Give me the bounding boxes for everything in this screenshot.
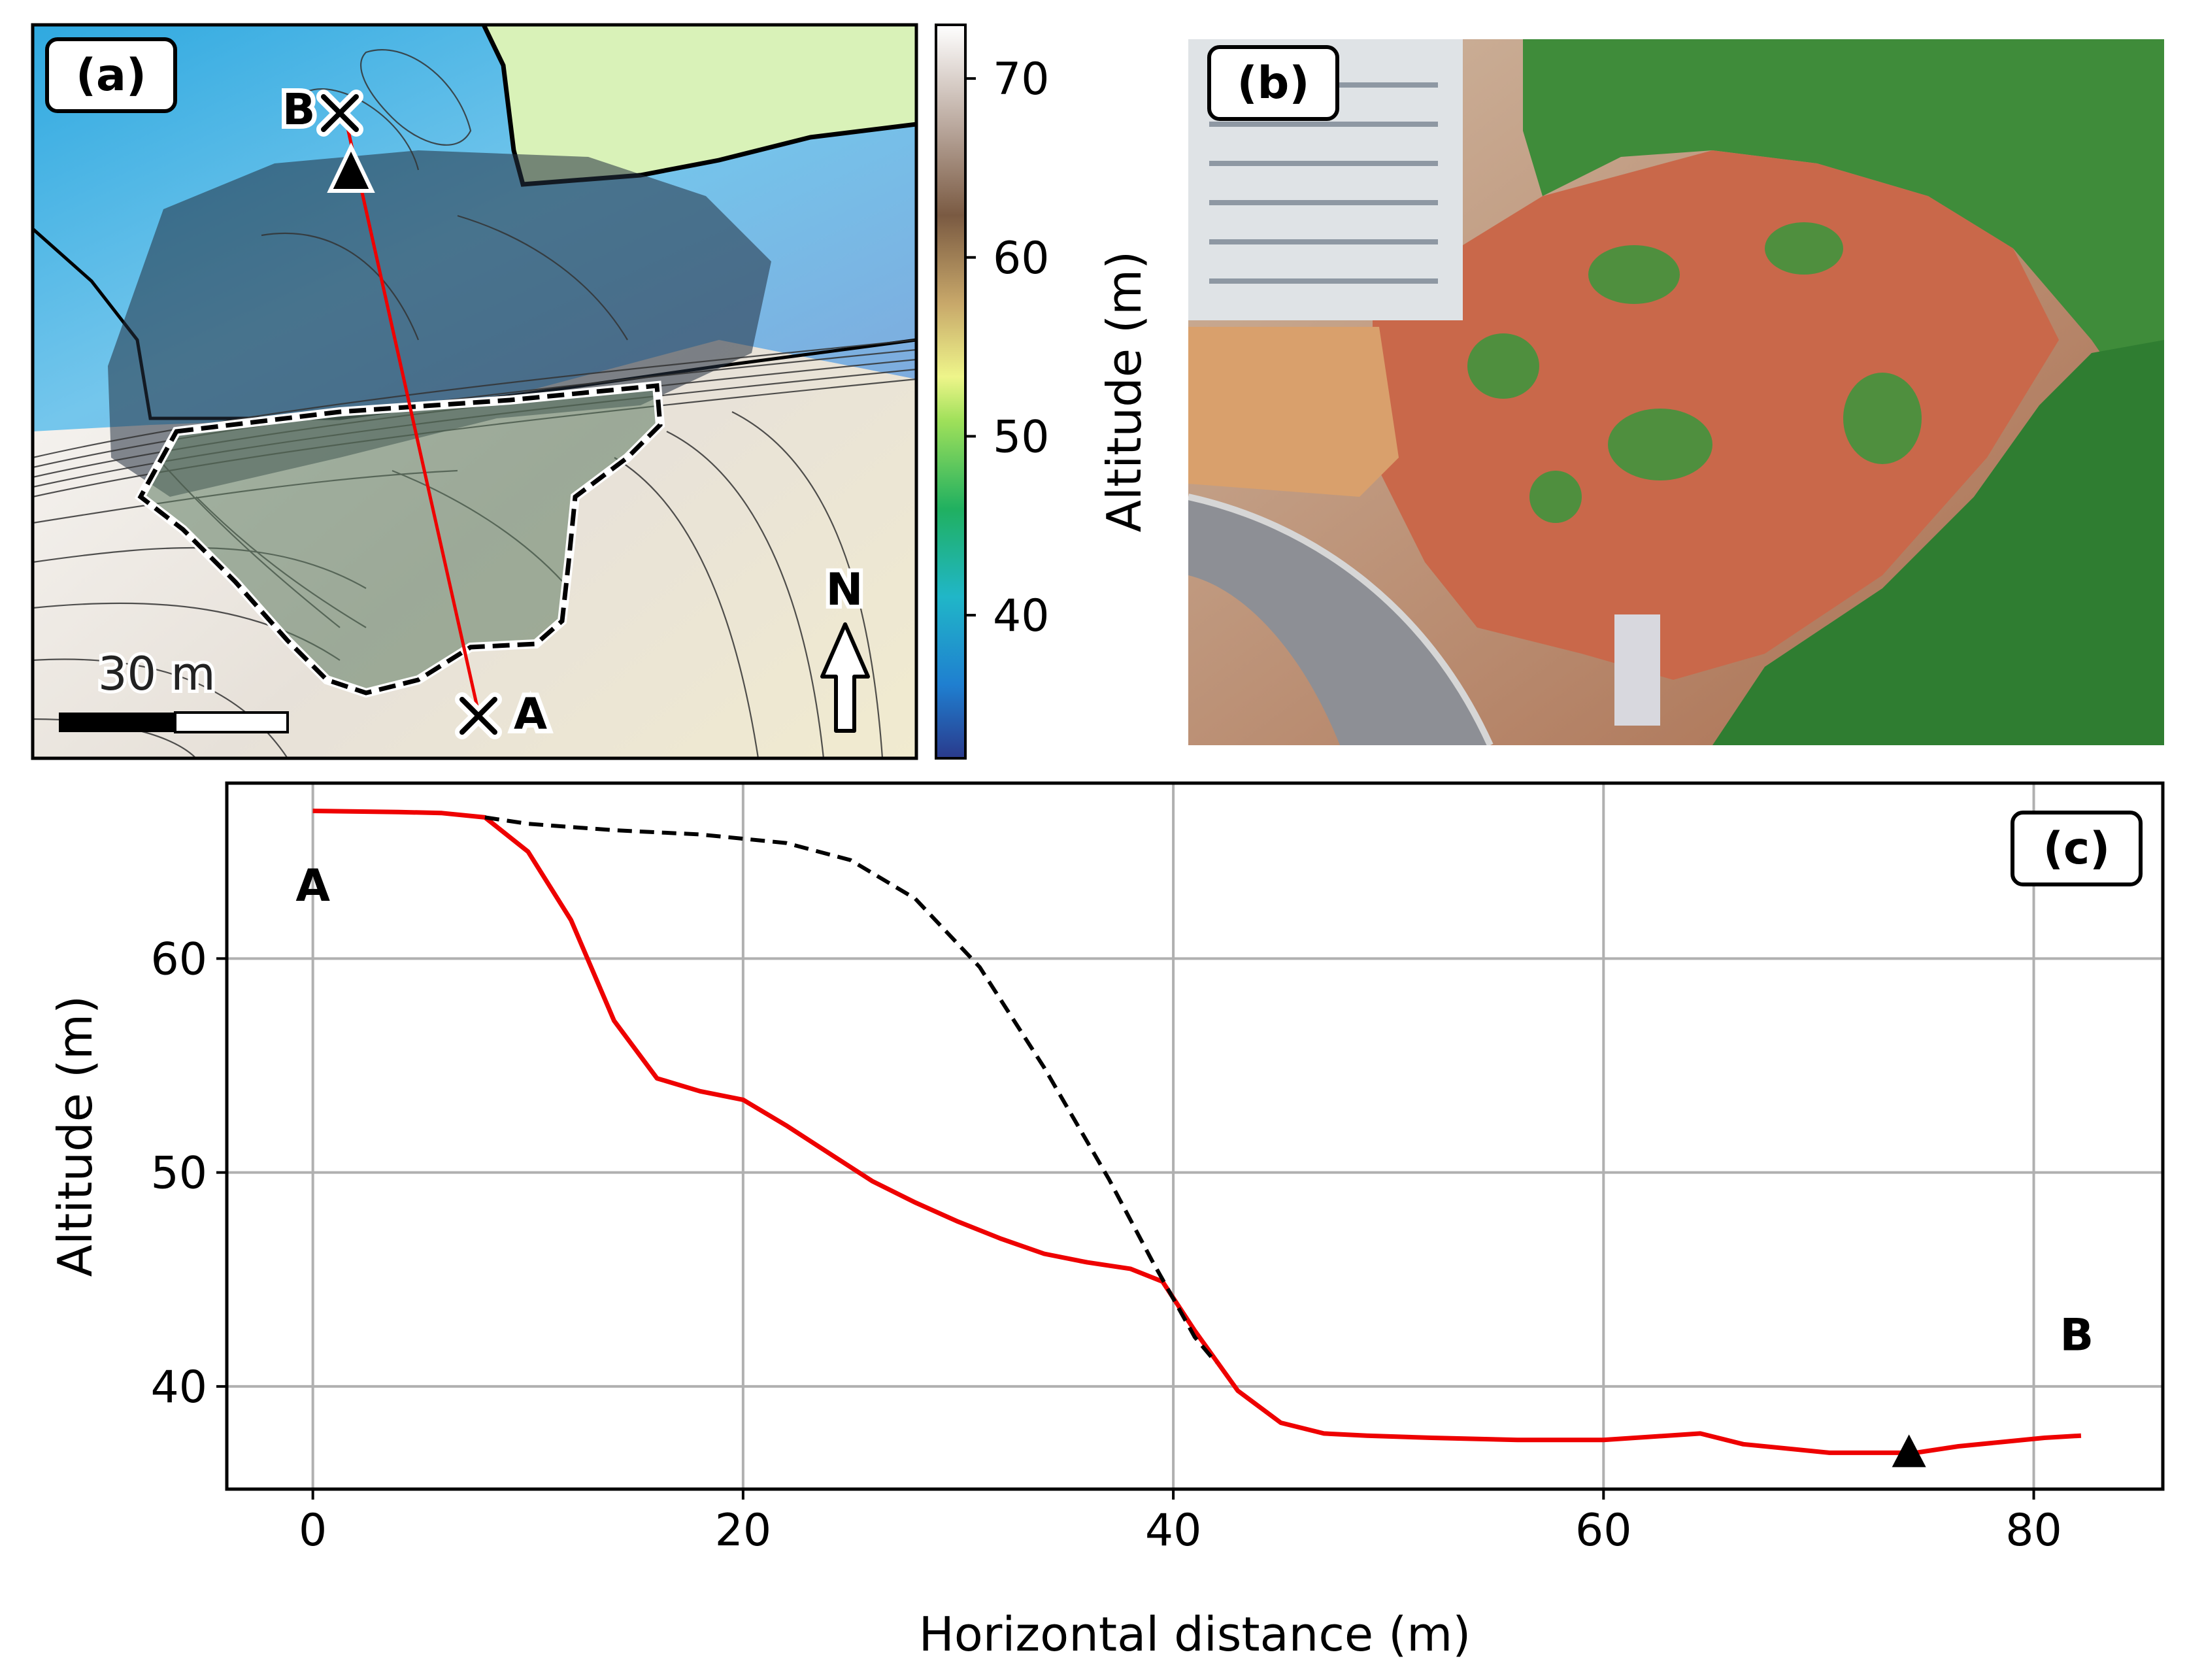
colorbar: 70 60 50 40 Altitude (m) [935,24,1152,760]
y-axis-ticks: 40 50 60 [150,933,227,1413]
colorbar-tick-label: 50 [993,411,1050,463]
pre-failure-profile-line [484,815,1218,1364]
photo-trees-in-slide [1467,222,1922,523]
profile-point-label: B [2060,1309,2094,1361]
chart-frame [225,781,2165,1491]
colorbar-tick-label: 40 [993,590,1050,642]
colorbar-ticks: 70 60 50 40 [965,54,1050,642]
panel-b-label-box [1207,45,1339,121]
x-axis-ticks: 0 20 40 60 80 [299,1489,2062,1556]
panel-b-label: (b) [1237,58,1310,109]
scale-bar-label: 30 m [98,647,216,701]
scale-bar-black [59,713,175,732]
y-tick-label: 60 [150,933,207,985]
panel-a-label-box [45,37,177,113]
north-arrow-icon [820,622,870,733]
map-landslide-zone [134,380,665,698]
photo-landslide-soil [1373,150,2059,680]
panel-a-label: (a) [76,50,146,101]
panel-a-map: B A 30 m N (a) [33,25,916,758]
panel-c-label: (c) [2043,823,2110,875]
marker-a-cross [455,692,502,739]
triangle-marker-profile [1892,1434,1926,1468]
chart-grid [227,783,2163,1489]
photo-road [1188,497,1490,745]
map-dark-overlay [108,150,771,497]
x-tick-label: 0 [299,1505,327,1556]
x-tick-label: 40 [1145,1505,1202,1556]
profile-line [341,107,480,713]
y-tick-label: 40 [150,1362,207,1413]
panel-b-photo: (b) [1188,39,2164,745]
y-tick-label: 50 [150,1148,207,1200]
x-axis-label: Horizontal distance (m) [919,1607,1471,1662]
photo-truck [1614,614,1660,726]
triangle-marker-map [327,143,375,193]
panel-a-frame [31,23,918,760]
marker-b-cross [316,90,363,137]
point-a-label: A [514,689,547,739]
colorbar-gradient [935,24,967,760]
x-tick-label: 80 [2005,1505,2062,1556]
north-label: N [826,564,863,616]
photo-road-edge [1188,494,1494,745]
y-axis-label: Altitude (m) [48,996,103,1277]
panel-c-label-box [2011,811,2143,886]
x-tick-label: 20 [715,1505,772,1556]
photo-vegetation-top [1523,39,2164,445]
photo-vegetation-right [1712,340,2164,745]
point-b-label: B [282,84,315,135]
photo-sports-field [1188,327,1399,497]
chart-annotations: AB [295,860,2094,1468]
colorbar-label: Altitude (m) [1097,251,1152,533]
scale-bar-white [174,711,289,733]
map-green-region [484,25,916,184]
post-failure-profile-line [312,809,2082,1455]
x-tick-label: 60 [1575,1505,1632,1556]
profile-point-label: A [295,860,330,912]
colorbar-tick-label: 60 [993,233,1050,284]
chart-series [312,809,2082,1455]
colorbar-tick-label: 70 [993,54,1050,105]
